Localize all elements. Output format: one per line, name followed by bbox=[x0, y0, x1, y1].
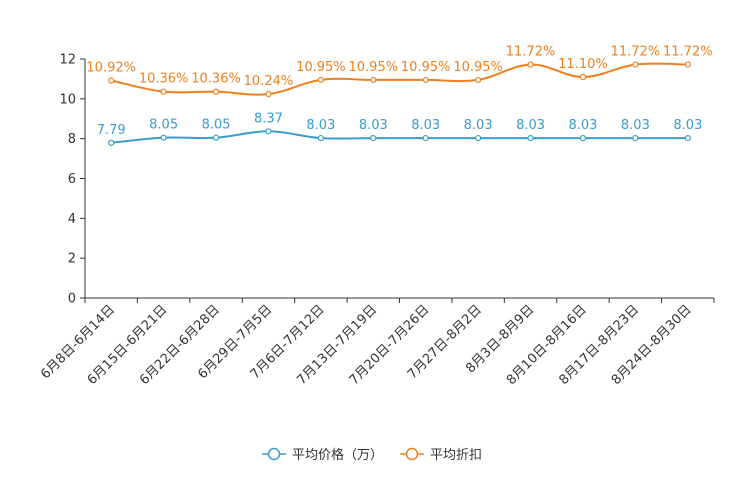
y-tick-label: 6 bbox=[68, 172, 76, 187]
data-point[interactable] bbox=[370, 76, 377, 84]
data-label: 10.95% bbox=[453, 60, 503, 75]
data-point[interactable] bbox=[317, 134, 324, 142]
data-point[interactable] bbox=[212, 134, 220, 141]
data-label: 8.37 bbox=[254, 111, 283, 126]
y-tick-label: 0 bbox=[68, 292, 76, 307]
data-point[interactable] bbox=[684, 61, 691, 68]
data-label: 10.95% bbox=[296, 60, 346, 75]
y-tick-label: 12 bbox=[59, 53, 76, 68]
y-tick-label: 2 bbox=[68, 252, 76, 267]
data-point[interactable] bbox=[579, 134, 587, 142]
y-tick-label: 10 bbox=[59, 92, 76, 107]
data-label: 8.03 bbox=[359, 118, 388, 133]
data-label: 8.03 bbox=[411, 118, 440, 133]
data-point[interactable] bbox=[422, 134, 429, 142]
data-labels: 7.79 8.05 8.05 8.37 8.03 8.03 8.03 8.03 8.03 8.03… bbox=[86, 45, 712, 138]
data-point[interactable] bbox=[108, 139, 115, 146]
legend-item-1[interactable]: 平均折扣 bbox=[400, 447, 482, 463]
data-label: 10.24% bbox=[244, 74, 294, 89]
series-lines bbox=[108, 61, 691, 146]
data-label: 8.03 bbox=[673, 118, 702, 133]
data-point[interactable] bbox=[160, 88, 167, 95]
data-label: 10.95% bbox=[349, 60, 399, 75]
data-point[interactable] bbox=[265, 90, 272, 98]
data-point[interactable] bbox=[632, 134, 639, 142]
data-point[interactable] bbox=[212, 88, 220, 95]
data-label: 11.72% bbox=[611, 45, 661, 60]
legend-label: 平均折扣 bbox=[430, 448, 482, 463]
legend-item-0[interactable]: 平均价格（万） bbox=[262, 447, 383, 463]
data-point[interactable] bbox=[422, 76, 429, 84]
data-label: 8.03 bbox=[568, 118, 597, 133]
axes: 0246810126月8日-6月14日6月15日-6月21日6月22日-6月28… bbox=[38, 53, 715, 388]
data-point[interactable] bbox=[527, 134, 534, 142]
series-line-0 bbox=[111, 130, 688, 144]
data-label: 10.36% bbox=[139, 72, 189, 87]
legend-marker-icon bbox=[267, 447, 281, 461]
data-label: 10.92% bbox=[86, 61, 136, 76]
data-point[interactable] bbox=[475, 76, 482, 84]
data-label: 11.10% bbox=[558, 57, 608, 72]
data-point[interactable] bbox=[370, 134, 377, 142]
data-label: 11.72% bbox=[506, 45, 556, 60]
data-label: 8.05 bbox=[149, 118, 178, 133]
data-point[interactable] bbox=[108, 77, 115, 84]
data-label: 8.03 bbox=[621, 118, 650, 133]
y-tick-label: 8 bbox=[68, 132, 76, 147]
legend-label: 平均价格（万） bbox=[292, 447, 383, 463]
data-label: 7.79 bbox=[97, 123, 126, 138]
data-label: 8.03 bbox=[516, 118, 545, 133]
y-tick-label: 4 bbox=[68, 212, 76, 227]
legend[interactable]: 平均价格（万） 平均折扣 bbox=[262, 447, 482, 463]
data-label: 8.05 bbox=[202, 118, 231, 133]
data-point[interactable] bbox=[632, 61, 639, 68]
data-point[interactable] bbox=[265, 128, 272, 135]
data-point[interactable] bbox=[527, 61, 534, 68]
data-label: 10.36% bbox=[191, 72, 241, 87]
data-label: 10.95% bbox=[401, 60, 451, 75]
data-label: 8.03 bbox=[306, 118, 335, 133]
data-point[interactable] bbox=[160, 134, 167, 141]
data-point[interactable] bbox=[579, 73, 587, 81]
series-line-1 bbox=[110, 62, 688, 96]
data-point[interactable] bbox=[475, 134, 482, 142]
data-point[interactable] bbox=[684, 134, 691, 142]
data-label: 11.72% bbox=[663, 45, 713, 60]
data-label: 8.03 bbox=[464, 118, 493, 133]
legend-marker-icon bbox=[405, 447, 419, 461]
data-point[interactable] bbox=[317, 76, 324, 84]
